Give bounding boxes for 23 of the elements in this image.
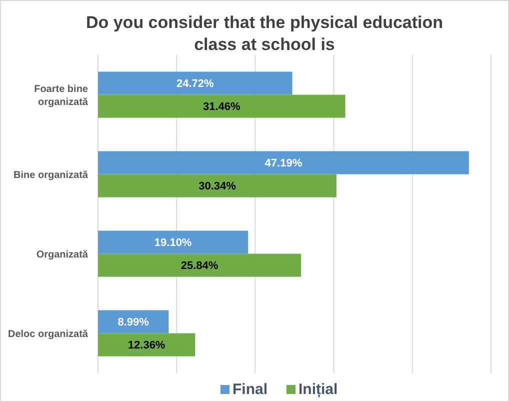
y-tick-label: Organizată [36,249,88,260]
bar [98,151,469,174]
data-label: 19.10% [154,237,192,250]
data-label: 24.72% [176,78,214,90]
data-label: 25.84% [180,260,218,272]
bar [98,254,302,277]
bar [98,72,292,95]
chart-title: Do you consider that the physical education class at school is [86,13,444,54]
bar [98,333,196,356]
data-label: 47.19% [264,158,302,170]
bar [98,230,248,254]
legend-label: Inițial [298,381,338,398]
y-tick-label: Bine organizată [14,170,88,181]
bar [98,310,169,334]
y-tick-label: Deloc organizată [8,328,88,340]
bar [98,94,346,118]
data-label: 30.34% [198,180,236,193]
bar [98,174,336,198]
y-tick-label: Foarte bine organizată [34,84,88,108]
data-label: 8.99% [118,316,150,329]
data-label: 31.46% [202,101,241,114]
data-label: 12.36% [128,340,166,352]
legend-label: Final [232,381,268,398]
